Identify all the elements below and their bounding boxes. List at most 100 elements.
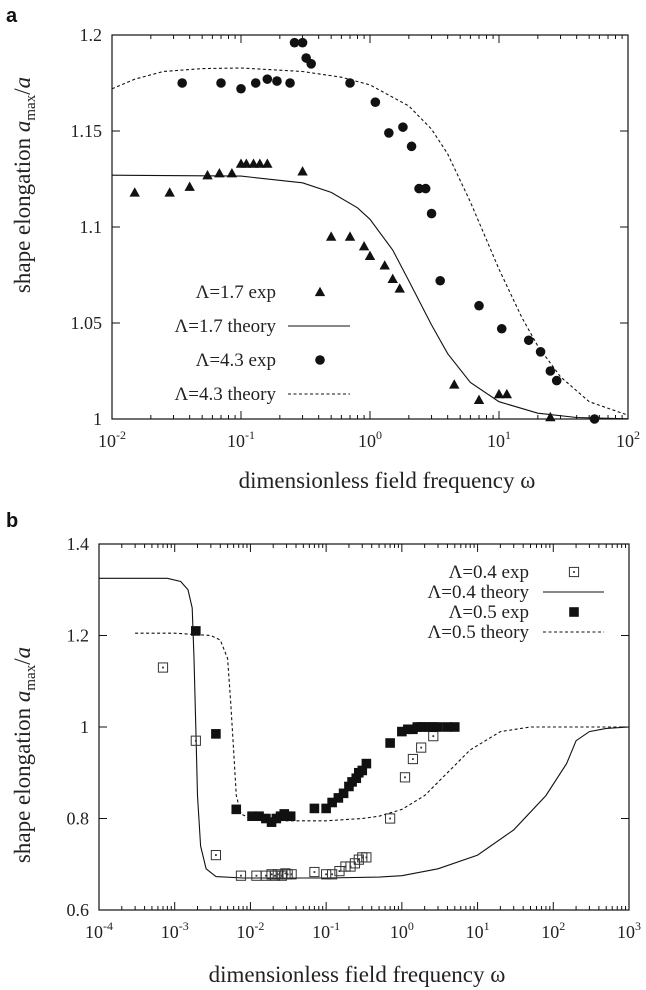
plot-frame-a: [111, 34, 629, 420]
data-point-b-0-23-box: [385, 813, 396, 824]
data-point-b-0-14: [321, 869, 332, 880]
x-tick-label: 103: [617, 919, 641, 942]
legend-swatch-marker-b-2: [569, 607, 579, 617]
data-point-b-0-9-dot: [280, 874, 283, 877]
data-point-a-0-10: [262, 158, 273, 168]
data-point-b-0-20: [353, 854, 364, 865]
data-point-a-0-7: [241, 158, 252, 168]
data-point-b-0-19-box: [349, 858, 361, 869]
x-tick-label: 101: [487, 428, 511, 451]
data-point-b-0-8: [272, 869, 283, 880]
data-point-a-0-9: [254, 158, 266, 168]
legend-label-a-0: Λ=1.7 exp: [196, 282, 276, 303]
data-point-b-0-11-dot: [286, 873, 289, 876]
data-point-b-0-2-dot: [215, 854, 217, 856]
data-point-b-0-3-box: [235, 870, 247, 881]
data-point-b-0-1-box: [190, 735, 201, 746]
data-point-b-0-22: [361, 852, 372, 863]
data-point-b-2-33: [442, 722, 453, 732]
x-axis-label-b: dimensionless field frequency ω: [209, 962, 506, 987]
data-point-b-0-3: [235, 870, 247, 881]
data-point-b-0-19-dot: [354, 862, 356, 865]
data-point-a-2-22: [523, 335, 534, 346]
data-point-a-2-10: [306, 59, 316, 69]
data-point-b-0-6-box: [266, 869, 277, 880]
data-point-b-0-9-box: [276, 870, 287, 881]
x-tick-label: 102: [541, 919, 565, 942]
data-point-b-0-25-box: [407, 753, 419, 765]
legend-swatch-marker-a-2: [315, 355, 325, 365]
data-point-b-0-6: [266, 869, 277, 880]
data-point-b-0-24-dot: [404, 776, 406, 779]
y-tick-label: 1.2: [67, 626, 90, 646]
y-axis-label-b: shape elongation amax/a: [10, 647, 39, 863]
data-point-b-0-4-dot: [255, 874, 258, 877]
panel-label-b: b: [6, 510, 18, 532]
y-tick-label: 0.6: [67, 900, 90, 920]
data-point-a-2-16: [414, 183, 424, 194]
data-point-b-2-34: [449, 722, 460, 732]
data-point-a-2-18: [426, 208, 437, 219]
data-point-b-0-3-dot: [240, 874, 242, 877]
x-tick-label: 10-2: [236, 919, 264, 942]
data-point-b-0-14-box: [321, 869, 332, 880]
data-point-a-2-2: [236, 83, 246, 94]
panel-b: b 10-4 10-3 10-2 10-1 100 101 102 103 0.6 0.8 1 1.2…: [6, 510, 641, 987]
legend-swatch-marker-b-0: [568, 566, 580, 578]
data-point-a-0-18: [394, 283, 405, 293]
y-tick-label: 1.4: [67, 534, 90, 554]
data-point-b-0-25-dot: [412, 758, 414, 760]
data-point-a-0-14: [358, 241, 370, 251]
legend-label-b-2: Λ=0.5 exp: [449, 602, 529, 623]
data-point-a-2-0: [177, 78, 187, 88]
data-point-b-2-23: [385, 738, 395, 748]
data-point-a-2-26: [589, 414, 600, 424]
data-point-b-0-27: [428, 731, 439, 742]
data-point-a-2-13: [384, 128, 394, 138]
data-point-b-0-13: [309, 866, 320, 878]
data-point-b-0-12-box: [286, 869, 297, 880]
data-point-b-0-12-dot: [290, 873, 293, 876]
series-line-b-1: [99, 577, 629, 879]
data-point-b-0-24-box: [399, 772, 411, 783]
data-point-b-0-0: [157, 662, 169, 673]
legend-label-a-2: Λ=4.3 exp: [196, 350, 276, 371]
x-tick-label: 101: [466, 919, 490, 942]
data-point-b-2-25: [403, 724, 413, 735]
data-point-b-0-1: [190, 735, 201, 746]
data-point-a-2-24: [545, 366, 556, 376]
data-point-a-0-12: [325, 231, 337, 241]
x-axis-label-a: dimensionless field frequency ω: [239, 468, 536, 493]
data-point-a-0-5: [226, 168, 238, 178]
data-point-b-0-2: [210, 850, 222, 861]
data-point-b-0-1-dot: [194, 739, 197, 742]
data-point-b-0-0-box: [157, 662, 169, 673]
data-point-b-0-6-dot: [270, 873, 273, 876]
data-point-b-0-15-dot: [331, 873, 334, 876]
data-point-b-0-22-dot: [365, 856, 368, 859]
data-point-b-0-20-box: [353, 854, 364, 865]
data-point-a-2-1: [216, 78, 226, 88]
x-tick-label: 10-1: [227, 428, 255, 451]
legend-label-b-1: Λ=0.4 theory: [427, 582, 529, 603]
data-point-a-0-19: [449, 379, 460, 389]
x-tick-label: 10-2: [98, 428, 126, 451]
data-point-b-0-7-dot: [273, 874, 276, 877]
data-point-b-2-32: [433, 722, 443, 732]
data-point-b-0-5-dot: [264, 874, 267, 877]
data-point-b-2-21: [357, 765, 368, 776]
data-point-b-2-13: [321, 803, 331, 814]
data-point-b-0-24: [399, 772, 411, 783]
x-tick-label: 10-4: [85, 919, 113, 942]
data-point-a-2-19: [435, 275, 445, 286]
data-point-a-0-1: [164, 187, 175, 197]
data-point-b-0-10-dot: [284, 872, 287, 875]
data-point-a-0-11: [297, 166, 308, 176]
data-point-a-2-20: [474, 300, 484, 311]
data-point-b-0-9: [276, 870, 287, 881]
series-line-a-3: [112, 67, 628, 416]
data-point-b-0-15-box: [327, 869, 338, 880]
data-point-b-2-15: [333, 793, 344, 803]
data-point-b-0-7: [269, 870, 280, 881]
